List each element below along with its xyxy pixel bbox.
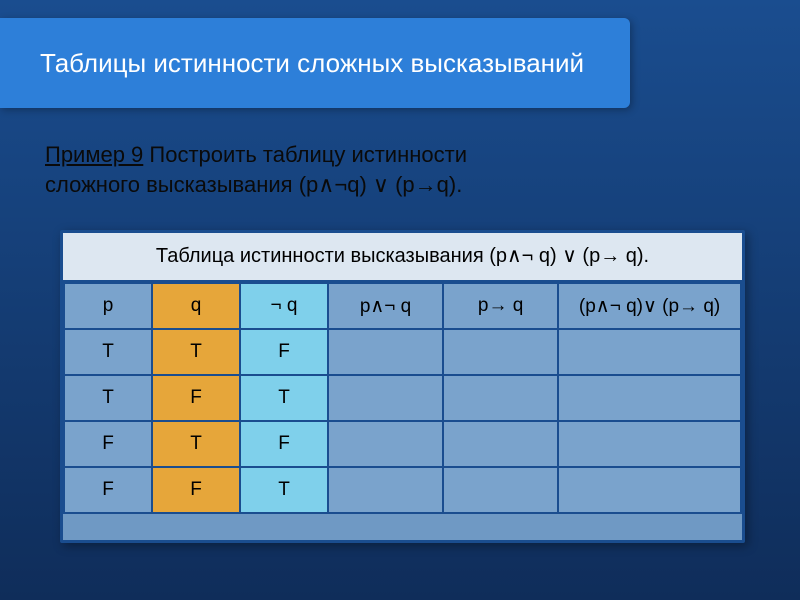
col-header-notq: ¬ q <box>240 283 328 329</box>
col-header-p-and-notq: p∧¬ q <box>328 283 443 329</box>
cell: F <box>64 467 152 513</box>
example-text-1: Построить таблицу истинности <box>143 142 467 167</box>
cell: T <box>240 375 328 421</box>
cell: T <box>64 375 152 421</box>
col-header-q: q <box>152 283 240 329</box>
table-row: T T F <box>64 329 741 375</box>
cell <box>558 467 741 513</box>
cell <box>443 329 558 375</box>
table-caption: Таблица истинности высказывания (p∧¬ q) … <box>63 233 742 282</box>
table-row: F T F <box>64 421 741 467</box>
cell <box>443 421 558 467</box>
cell: F <box>152 467 240 513</box>
cell <box>443 467 558 513</box>
truth-table-container: Таблица истинности высказывания (p∧¬ q) … <box>60 230 745 543</box>
table-header-row: p q ¬ q p∧¬ q p→ q (p∧¬ q)∨ (p→ q) <box>64 283 741 329</box>
example-prompt: Пример 9 Построить таблицу истинности сл… <box>45 140 745 199</box>
table-row: T F T <box>64 375 741 421</box>
page-title: Таблицы истинности сложных высказываний <box>40 47 584 80</box>
cell <box>328 467 443 513</box>
col-header-p-impl-q: p→ q <box>443 283 558 329</box>
cell: T <box>152 329 240 375</box>
title-bar: Таблицы истинности сложных высказываний <box>0 18 630 108</box>
cell <box>558 375 741 421</box>
col-header-p: p <box>64 283 152 329</box>
example-label: Пример 9 <box>45 142 143 167</box>
cell <box>328 421 443 467</box>
cell: T <box>240 467 328 513</box>
cell <box>443 375 558 421</box>
cell: F <box>240 329 328 375</box>
cell: F <box>152 375 240 421</box>
truth-table: p q ¬ q p∧¬ q p→ q (p∧¬ q)∨ (p→ q) T T F… <box>63 282 742 514</box>
table-row: F F T <box>64 467 741 513</box>
col-header-result: (p∧¬ q)∨ (p→ q) <box>558 283 741 329</box>
cell <box>328 375 443 421</box>
cell <box>558 421 741 467</box>
cell: T <box>64 329 152 375</box>
cell: F <box>64 421 152 467</box>
cell <box>558 329 741 375</box>
cell: T <box>152 421 240 467</box>
cell: F <box>240 421 328 467</box>
cell <box>328 329 443 375</box>
example-text-2: сложного высказывания (p∧¬q) ∨ (p→q). <box>45 172 462 197</box>
